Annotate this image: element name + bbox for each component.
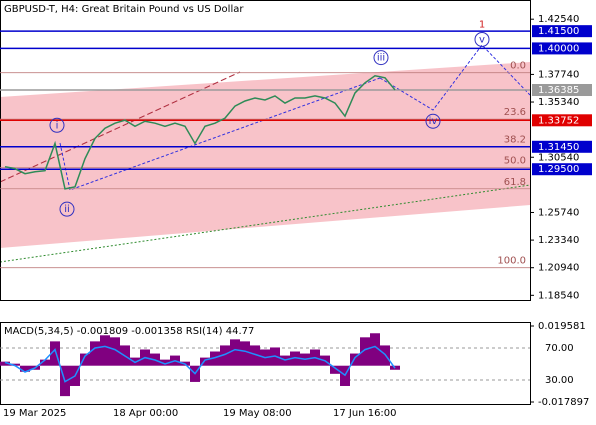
wave-circle [425,113,441,129]
wave-label: v [479,34,485,45]
fib-label: 50.0 [504,156,526,167]
wave-label: iii [377,53,385,64]
macd-bar [290,351,300,366]
fib-label: 100.0 [497,256,526,267]
level-label: 1.33752 [538,115,579,126]
price-line [4,74,396,190]
y2-tick-label: 30.00 [545,375,574,386]
macd-bar [50,341,60,366]
level-label: 1.31450 [538,142,579,153]
wave-circle [474,31,490,47]
fib-label: 38.2 [504,134,526,145]
indicator-title: MACD(5,34,5) -0.001809 -0.001358 RSI(14)… [4,326,254,337]
y-tick-label: 1.20940 [538,263,579,274]
level-label: 1.29500 [538,164,579,175]
level-label: 1.41500 [538,26,579,37]
fib-label: 23.6 [504,107,526,118]
y-tick-label: 1.35340 [538,97,579,108]
macd-bar [160,359,170,366]
y-tick-label: 1.23340 [538,235,579,246]
channel [0,62,530,248]
x-tick-label: 18 Apr 00:00 [113,408,178,419]
y-tick-label: 1.37740 [538,69,579,80]
macd-bar [240,341,250,366]
x-tick-label: 19 Mar 2025 [3,408,66,419]
level-label: 1.40000 [538,43,579,54]
macd-bar [100,335,110,366]
wave-label: iv [429,116,438,127]
chart-title: GBPUSD-T, H4: Great Britain Pound vs US … [4,4,244,15]
wave-label: 1 [479,19,485,30]
wave-circle [59,201,75,217]
level-label: 1.36385 [538,85,579,96]
y-tick-label: 1.18540 [538,290,579,301]
macd-bar [370,333,380,366]
level-box [532,84,592,97]
macd-bar [230,339,240,366]
projection [379,44,531,111]
trend-line [0,184,531,263]
level-box [532,42,592,55]
macd-bar [210,351,220,366]
macd-bar [220,345,230,366]
fib-label: 0.0 [510,61,526,72]
level-box [532,25,592,38]
macd-bar [80,353,90,366]
x-tick-label: 17 Jun 16:00 [333,408,397,419]
x-tick-label: 19 May 08:00 [223,408,292,419]
macd-bar [200,357,210,366]
macd-bar [0,361,10,366]
y-tick-label: 1.25740 [538,207,579,218]
macd-bar [350,353,360,366]
y-tick-label: 0.019581 [538,321,586,332]
macd-bar [250,345,260,366]
level-box [532,114,592,127]
y-tick-label: -0.017897 [538,397,589,408]
wave-label: ii [64,204,70,215]
macd-bar [360,337,370,366]
fib-label: 61.8 [504,177,526,188]
level-box [532,140,592,153]
macd-bar [330,365,340,374]
level-box [532,163,592,176]
macd-bar [40,359,50,366]
wave-circle [373,50,389,66]
macd-bar [20,365,30,372]
wave-circle [49,117,65,133]
macd-bar [90,341,100,366]
wave-line [59,77,381,191]
macd-bar [10,363,20,366]
y2-tick-label: 70.00 [545,343,574,354]
macd-bar [110,337,120,366]
wave-label: i [56,120,59,131]
y-tick-label: 1.30540 [538,152,579,163]
rsi-line [4,345,396,383]
y-tick-label: 1.42540 [538,14,579,25]
main-frame [0,0,531,301]
